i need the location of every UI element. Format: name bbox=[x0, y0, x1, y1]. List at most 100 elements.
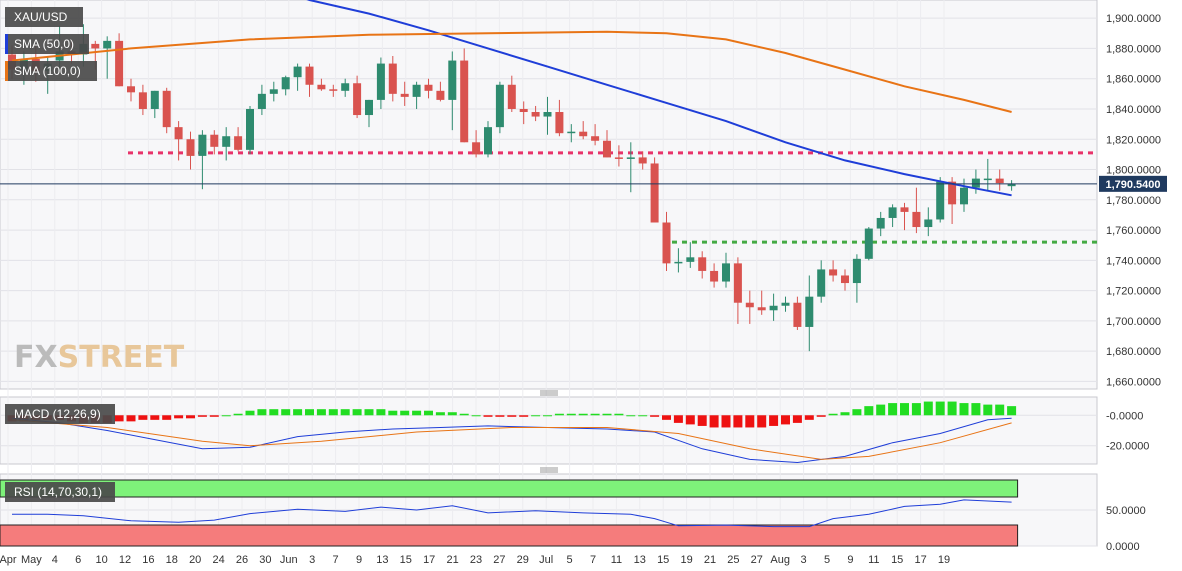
candle-body bbox=[591, 136, 600, 141]
macd-y-tick: -20.0000 bbox=[1106, 441, 1149, 453]
pane-resize-handle[interactable] bbox=[540, 467, 558, 473]
legend-item[interactable]: SMA (100,0) bbox=[5, 61, 97, 81]
candle-body bbox=[829, 269, 838, 276]
candle-body bbox=[876, 217, 885, 229]
candle bbox=[579, 121, 588, 140]
candle bbox=[829, 260, 838, 282]
legend-item[interactable]: SMA (50,0) bbox=[5, 34, 89, 54]
legend-label: RSI (14,70,30,1) bbox=[14, 485, 102, 499]
candle-body bbox=[329, 89, 338, 91]
candle-body bbox=[948, 181, 957, 205]
candle bbox=[507, 75, 516, 113]
candle bbox=[912, 187, 921, 234]
candle-body bbox=[531, 112, 540, 117]
macd-histogram-bar bbox=[519, 415, 529, 417]
macd-histogram-bar bbox=[388, 410, 398, 416]
macd-histogram-bar bbox=[281, 409, 291, 416]
candle-body bbox=[365, 99, 373, 116]
macd-histogram-bar bbox=[483, 415, 493, 417]
macd-histogram-bar bbox=[376, 409, 386, 416]
macd-histogram-bar bbox=[221, 415, 231, 417]
candle-body bbox=[638, 157, 647, 164]
price-y-tick: 1,840.0000 bbox=[1106, 104, 1161, 116]
x-tick: 18 bbox=[166, 554, 178, 566]
candle-body bbox=[448, 60, 457, 100]
candle-body bbox=[698, 257, 707, 271]
macd-signal-line bbox=[11, 419, 1012, 460]
macd-line bbox=[11, 417, 1012, 464]
macd-histogram-bar bbox=[816, 415, 826, 417]
x-tick: 17 bbox=[423, 554, 435, 566]
candle bbox=[412, 81, 421, 109]
legend-swatch bbox=[5, 34, 8, 54]
legend-label: SMA (50,0) bbox=[14, 37, 74, 51]
candle-body bbox=[507, 84, 516, 109]
candle-body bbox=[472, 142, 481, 155]
macd-histogram-bar bbox=[900, 403, 909, 416]
legend-item[interactable]: RSI (14,70,30,1) bbox=[5, 482, 115, 502]
candle-body bbox=[900, 207, 909, 212]
x-tick: 7 bbox=[333, 554, 339, 566]
candle bbox=[591, 124, 600, 146]
pane-resize-handle[interactable] bbox=[540, 390, 558, 396]
candle bbox=[519, 101, 528, 125]
macd-histogram-bar bbox=[174, 415, 184, 419]
price-y-tick: 1,740.0000 bbox=[1106, 255, 1161, 267]
x-tick: Jul bbox=[539, 554, 553, 566]
macd-histogram-bar bbox=[947, 401, 957, 416]
candle-body bbox=[971, 178, 980, 188]
candle-body bbox=[436, 90, 445, 100]
candle-body bbox=[150, 90, 159, 109]
candle bbox=[733, 257, 742, 324]
macd-histogram-bar bbox=[495, 415, 505, 417]
x-tick: 9 bbox=[847, 554, 853, 566]
candle bbox=[210, 130, 219, 155]
candle-body bbox=[484, 127, 492, 155]
candle-body bbox=[234, 136, 243, 150]
x-tick: 3 bbox=[801, 554, 807, 566]
candle-body bbox=[960, 187, 968, 205]
candle-body bbox=[781, 302, 790, 306]
macd-histogram-bar bbox=[626, 415, 636, 417]
rsi-y-tick: 50.0000 bbox=[1106, 505, 1146, 517]
x-tick: 16 bbox=[142, 554, 154, 566]
legend-item[interactable]: MACD (12,26,9) bbox=[5, 404, 115, 424]
macd-histogram-bar bbox=[888, 403, 898, 416]
macd-histogram-bar bbox=[673, 415, 683, 423]
candle bbox=[650, 157, 659, 223]
candle bbox=[448, 51, 457, 131]
candle bbox=[424, 78, 433, 99]
macd-histogram-bar bbox=[543, 415, 552, 417]
candle bbox=[353, 75, 362, 119]
candle-body bbox=[138, 92, 147, 109]
candle-body bbox=[912, 211, 921, 228]
x-tick: Aug bbox=[770, 554, 790, 566]
legend-item[interactable]: XAU/USD bbox=[5, 7, 83, 27]
candle-body bbox=[817, 269, 826, 297]
macd-y-tick: -0.0000 bbox=[1106, 410, 1143, 422]
macd-histogram-bar bbox=[447, 412, 457, 416]
candle-body bbox=[186, 139, 195, 156]
x-tick: 20 bbox=[189, 554, 201, 566]
price-y-tick: 1,680.0000 bbox=[1106, 346, 1161, 358]
candle-body bbox=[210, 134, 219, 147]
candle bbox=[127, 78, 135, 102]
x-tick: Apr bbox=[0, 554, 17, 566]
x-tick: 21 bbox=[704, 554, 716, 566]
legend-label: XAU/USD bbox=[14, 10, 68, 24]
macd-histogram-bar bbox=[995, 404, 1005, 416]
candle-body bbox=[1007, 183, 1016, 187]
macd-histogram-bar bbox=[126, 415, 136, 422]
candle bbox=[757, 290, 766, 315]
macd-histogram-bar bbox=[923, 401, 933, 416]
macd-histogram-bar bbox=[233, 413, 243, 416]
rsi-y-tick: 0.0000 bbox=[1106, 541, 1140, 553]
candle bbox=[305, 63, 314, 97]
x-tick: 29 bbox=[517, 554, 529, 566]
macd-histogram-bar bbox=[864, 406, 874, 416]
candle bbox=[567, 124, 576, 143]
legend-box bbox=[5, 34, 89, 54]
candle bbox=[388, 56, 397, 102]
candle bbox=[995, 169, 1004, 191]
legend-box bbox=[5, 404, 115, 424]
